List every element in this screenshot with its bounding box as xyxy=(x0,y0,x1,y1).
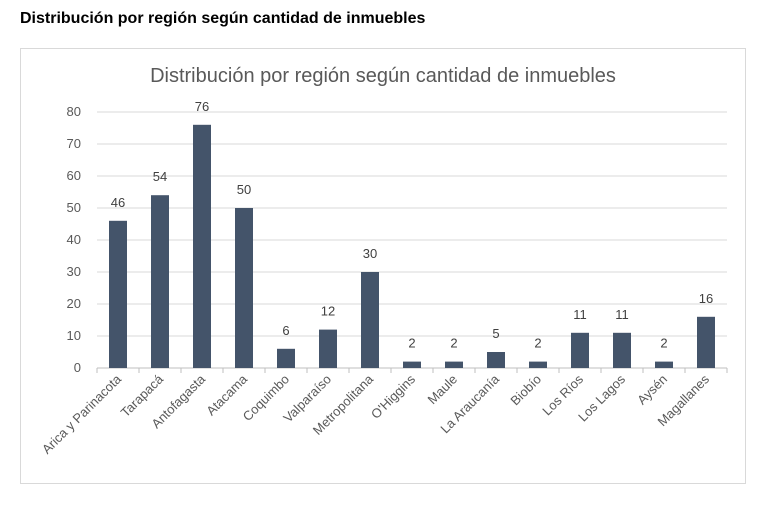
x-category-label: Aysén xyxy=(634,372,670,408)
y-tick-label: 60 xyxy=(67,168,81,183)
x-axis-categories: Arica y ParinacotaTarapacáAntofagastaAta… xyxy=(39,368,728,457)
data-labels: 46 54 76 50 6 12 30 2 2 5 2 11 11 2 16 xyxy=(111,99,713,351)
bar xyxy=(445,361,463,368)
x-category-label: Biobío xyxy=(507,372,544,409)
y-tick-label: 40 xyxy=(67,232,81,247)
bar xyxy=(697,316,715,368)
bar xyxy=(361,272,379,368)
y-tick-label: 10 xyxy=(67,328,81,343)
bar xyxy=(109,220,127,368)
bar xyxy=(235,208,253,368)
y-axis-ticks: 0 10 20 30 40 50 60 70 80 xyxy=(67,104,81,375)
bar xyxy=(319,329,337,368)
bar xyxy=(151,195,169,368)
data-label: 30 xyxy=(363,246,377,261)
chart-frame xyxy=(20,48,746,484)
data-label: 16 xyxy=(699,291,713,306)
chart-title: Distribución por región según cantidad d… xyxy=(150,65,616,87)
data-label: 50 xyxy=(237,182,251,197)
data-label: 2 xyxy=(450,336,457,351)
data-label: 76 xyxy=(195,99,209,114)
bar xyxy=(529,361,547,368)
bar xyxy=(571,332,589,368)
x-category-label: O'Higgins xyxy=(368,371,419,422)
data-label: 5 xyxy=(492,326,499,341)
data-label: 6 xyxy=(282,323,289,338)
data-label: 2 xyxy=(534,336,541,351)
bar xyxy=(277,348,295,368)
bar xyxy=(193,124,211,368)
data-label: 2 xyxy=(660,336,667,351)
x-category-label: Arica y Parinacota xyxy=(39,371,125,457)
data-label: 12 xyxy=(321,304,335,319)
bar xyxy=(613,332,631,368)
bar xyxy=(655,361,673,368)
data-label: 2 xyxy=(408,336,415,351)
bar xyxy=(403,361,421,368)
data-label: 11 xyxy=(573,307,587,322)
bar xyxy=(487,352,505,368)
bars xyxy=(109,124,715,368)
x-category-label: Maule xyxy=(424,372,460,408)
data-label: 54 xyxy=(153,169,167,184)
data-label: 46 xyxy=(111,195,125,210)
data-label: 11 xyxy=(615,307,629,322)
y-tick-label: 30 xyxy=(67,264,81,279)
y-tick-label: 70 xyxy=(67,136,81,151)
y-tick-label: 80 xyxy=(67,104,81,119)
page-heading: Distribución por región según cantidad d… xyxy=(20,10,426,27)
gridlines xyxy=(97,111,727,369)
y-tick-label: 0 xyxy=(74,360,81,375)
y-tick-label: 20 xyxy=(67,296,81,311)
y-tick-label: 50 xyxy=(67,200,81,215)
